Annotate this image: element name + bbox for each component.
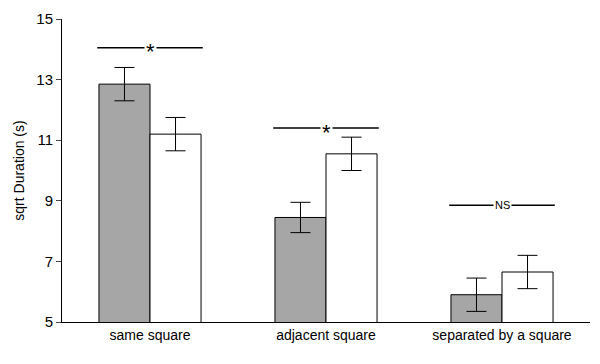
svg-text:*: *	[146, 39, 155, 64]
svg-text:15: 15	[36, 10, 53, 27]
svg-text:7: 7	[45, 253, 53, 270]
svg-text:adjacent square: adjacent square	[276, 327, 376, 343]
svg-text:same square: same square	[110, 327, 191, 343]
svg-text:NS: NS	[495, 199, 510, 211]
svg-text:11: 11	[37, 131, 53, 148]
svg-text:separated by a square: separated by a square	[432, 327, 572, 343]
svg-text:*: *	[322, 120, 331, 145]
svg-text:5: 5	[45, 313, 53, 330]
svg-text:sqrt Duration (s): sqrt Duration (s)	[11, 120, 27, 220]
svg-text:13: 13	[36, 71, 53, 88]
svg-text:9: 9	[45, 192, 53, 209]
